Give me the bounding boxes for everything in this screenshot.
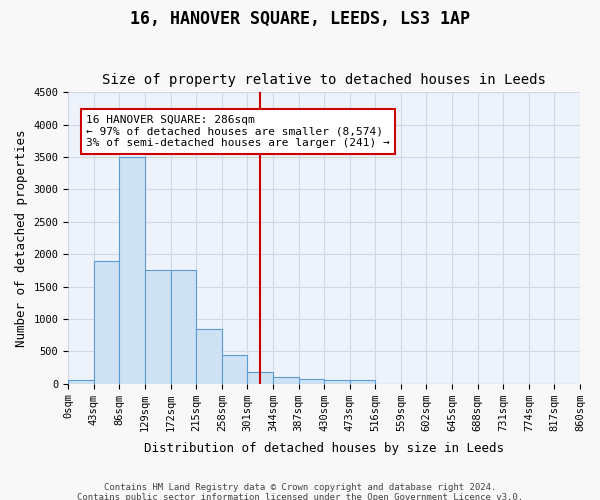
X-axis label: Distribution of detached houses by size in Leeds: Distribution of detached houses by size … <box>144 442 504 455</box>
Text: 16, HANOVER SQUARE, LEEDS, LS3 1AP: 16, HANOVER SQUARE, LEEDS, LS3 1AP <box>130 10 470 28</box>
Text: Contains HM Land Registry data © Crown copyright and database right 2024.: Contains HM Land Registry data © Crown c… <box>104 483 496 492</box>
Title: Size of property relative to detached houses in Leeds: Size of property relative to detached ho… <box>102 73 546 87</box>
Text: 16 HANOVER SQUARE: 286sqm
← 97% of detached houses are smaller (8,574)
3% of sem: 16 HANOVER SQUARE: 286sqm ← 97% of detac… <box>86 115 390 148</box>
Bar <box>145 270 170 384</box>
Bar <box>247 372 273 384</box>
Bar <box>350 380 376 384</box>
Bar <box>324 380 350 384</box>
Bar <box>299 379 324 384</box>
Y-axis label: Number of detached properties: Number of detached properties <box>15 129 28 347</box>
Bar <box>273 377 299 384</box>
Bar <box>170 270 196 384</box>
Bar <box>68 380 94 384</box>
Bar <box>94 260 119 384</box>
Text: Contains public sector information licensed under the Open Government Licence v3: Contains public sector information licen… <box>77 493 523 500</box>
Bar <box>222 354 247 384</box>
Bar <box>119 157 145 384</box>
Bar <box>196 328 222 384</box>
